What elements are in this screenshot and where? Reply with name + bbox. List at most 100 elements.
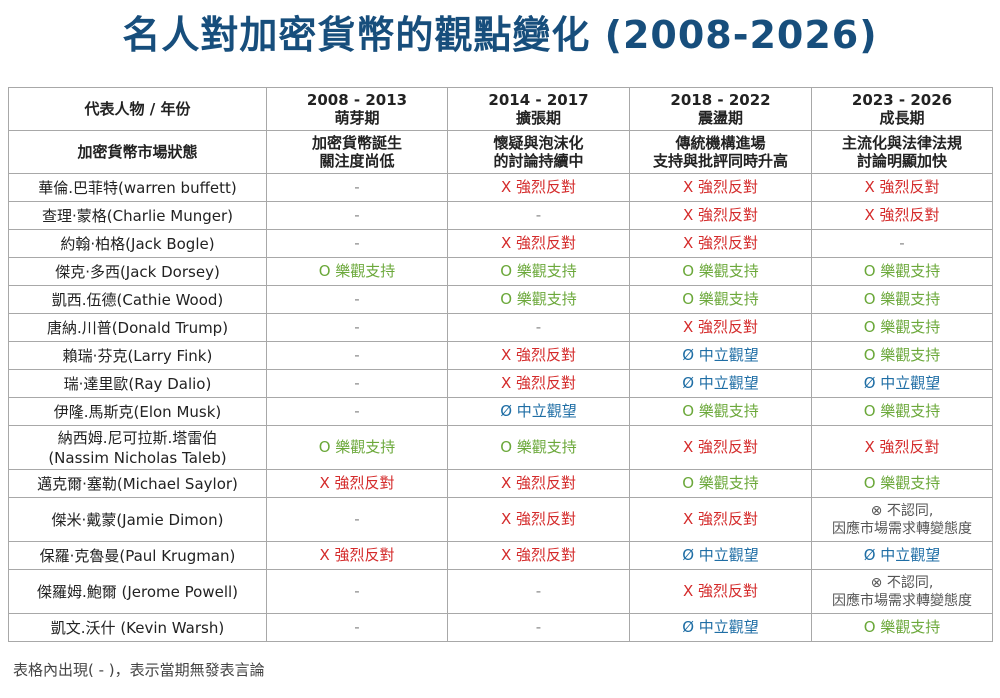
view-cell: - [447, 569, 630, 614]
view-neutral: Ø 中立觀望 [863, 374, 941, 392]
person-name-line: 查理·蒙格(Charlie Munger) [41, 206, 234, 225]
disagree-text: ⊗ 不認同, [870, 574, 934, 591]
view-cell: X 強烈反對 [447, 229, 630, 258]
table-row: 凱文.沃什 (Kevin Warsh) - - Ø 中立觀望 O 樂觀支持 [8, 613, 993, 642]
period-header: 2023 - 2026 成長期 [811, 87, 993, 131]
table-row: 傑克·多西(Jack Dorsey) O 樂觀支持 O 樂觀支持 O 樂觀支持 O 樂觀… [8, 257, 993, 286]
view-none: - [535, 206, 542, 224]
view-positive: O 樂觀支持 [863, 318, 941, 336]
view-negative: X 強烈反對 [500, 234, 577, 252]
view-positive: O 樂觀支持 [500, 262, 577, 280]
view-cell: X 強烈反對 [447, 341, 630, 370]
view-neutral: Ø 中立觀望 [863, 546, 941, 564]
market-status: 加密貨幣誕生 關注度尚低 [266, 130, 448, 174]
market-status-line: 主流化與法律法規 [841, 134, 962, 152]
person-name: 凱文.沃什 (Kevin Warsh) [8, 613, 267, 642]
view-cell: ⊗ 不認同, 因應市場需求轉變態度 [811, 497, 993, 542]
view-negative: X 強烈反對 [500, 474, 577, 492]
view-none: - [354, 234, 360, 252]
table-row: 傑米·戴蒙(Jamie Dimon) - X 強烈反對 X 強烈反對 ⊗ 不認同, 因應市… [8, 497, 993, 542]
period-stage: 擴張期 [515, 109, 561, 127]
view-cell: O 樂觀支持 [811, 613, 993, 642]
period-years: 2018 - 2022 [670, 91, 771, 109]
view-cell: X 強烈反對 [447, 497, 630, 542]
view-cell: - [447, 313, 630, 342]
view-none: - [354, 290, 360, 308]
view-none: - [535, 618, 542, 636]
table-row: 傑羅姆.鮑爾 (Jerome Powell) - - X 強烈反對 ⊗ 不認同, 因應市場… [8, 569, 993, 614]
person-name: 伊隆.馬斯克(Elon Musk) [8, 397, 267, 426]
market-status-line: 支持與批評同時升高 [652, 152, 788, 170]
table-row: 賴瑞·芬克(Larry Fink) - X 強烈反對 Ø 中立觀望 O 樂觀支持 [8, 341, 993, 370]
person-name-line: 賴瑞·芬克(Larry Fink) [62, 346, 213, 365]
table-row: 約翰·柏格(Jack Bogle) - X 強烈反對 X 強烈反對 - [8, 229, 993, 258]
table-row: 邁克爾·塞勒(Michael Saylor) X 強烈反對 X 強烈反對 O 樂觀支持… [8, 469, 993, 498]
view-cell: X 強烈反對 [629, 425, 812, 470]
person-name-line: (Nassim Nicholas Taleb) [48, 448, 227, 467]
view-cell: - [266, 313, 448, 342]
view-cell: O 樂觀支持 [266, 257, 448, 286]
person-name-line: 傑羅姆.鮑爾 (Jerome Powell) [36, 582, 239, 601]
person-name: 凱西.伍德(Cathie Wood) [8, 285, 267, 314]
market-status-line: 傳統機構進場 [675, 134, 766, 152]
person-name-line: 凱西.伍德(Cathie Wood) [51, 290, 224, 309]
view-positive: O 樂觀支持 [863, 402, 941, 420]
table-row: 納西姆.尼可拉斯.塔雷伯 (Nassim Nicholas Taleb) O 樂觀支… [8, 425, 993, 470]
view-none: - [354, 346, 360, 364]
view-cell: X 強烈反對 [629, 497, 812, 542]
view-cell: X 強烈反對 [266, 541, 448, 570]
view-cell: O 樂觀支持 [629, 257, 812, 286]
view-none: - [354, 374, 360, 392]
view-cell: X 強烈反對 [629, 229, 812, 258]
disagree-text: ⊗ 不認同, [870, 502, 934, 519]
view-cell: - [266, 285, 448, 314]
market-status-line: 懷疑與泡沫化 [493, 134, 584, 152]
view-positive: O 樂觀支持 [500, 438, 577, 456]
person-name-line: 瑞·達里歐(Ray Dalio) [63, 374, 212, 393]
view-cell: Ø 中立觀望 [629, 341, 812, 370]
view-negative: X 強烈反對 [319, 546, 395, 564]
table-row: 凱西.伍德(Cathie Wood) - O 樂觀支持 O 樂觀支持 O 樂觀支持 [8, 285, 993, 314]
table-row: 唐納.川普(Donald Trump) - - X 強烈反對 O 樂觀支持 [8, 313, 993, 342]
period-header: 2014 - 2017 擴張期 [447, 87, 630, 131]
view-cell: Ø 中立觀望 [811, 369, 993, 398]
view-negative: X 強烈反對 [682, 582, 759, 600]
person-name-line: 伊隆.馬斯克(Elon Musk) [53, 402, 222, 421]
period-years: 2014 - 2017 [488, 91, 589, 109]
view-positive: O 樂觀支持 [682, 290, 759, 308]
view-cell: X 強烈反對 [266, 469, 448, 498]
market-status-line: 加密貨幣誕生 [311, 134, 402, 152]
view-neutral: Ø 中立觀望 [500, 402, 577, 420]
view-negative: X 強烈反對 [864, 178, 940, 196]
view-positive: O 樂觀支持 [682, 262, 759, 280]
header-row-periods: 代表人物 / 年份 2008 - 2013 萌芽期 2014 - 2017 擴張期 … [8, 87, 993, 131]
view-cell: ⊗ 不認同, 因應市場需求轉變態度 [811, 569, 993, 614]
view-negative: X 強烈反對 [864, 438, 940, 456]
view-cell: O 樂觀支持 [629, 397, 812, 426]
period-stage: 萌芽期 [334, 109, 380, 127]
person-name-line: 唐納.川普(Donald Trump) [46, 318, 229, 337]
footnote: 表格內出現( - )，表示當期無發表言論 [13, 661, 265, 679]
view-negative: X 強烈反對 [682, 234, 759, 252]
disagree-text: 因應市場需求轉變態度 [832, 592, 972, 609]
person-name-line: 傑克·多西(Jack Dorsey) [55, 262, 220, 281]
view-positive: O 樂觀支持 [863, 290, 941, 308]
person-name: 傑米·戴蒙(Jamie Dimon) [8, 497, 267, 542]
view-cell: O 樂觀支持 [811, 341, 993, 370]
view-cell: X 強烈反對 [447, 541, 630, 570]
view-cell: O 樂觀支持 [447, 425, 630, 470]
person-name: 賴瑞·芬克(Larry Fink) [8, 341, 267, 370]
view-none: - [354, 178, 360, 196]
person-name-line: 保羅·克魯曼(Paul Krugman) [39, 546, 236, 565]
view-negative: X 強烈反對 [682, 510, 759, 528]
view-cell: - [266, 369, 448, 398]
market-status: 懷疑與泡沫化 的討論持續中 [447, 130, 630, 174]
view-neutral: Ø 中立觀望 [682, 374, 759, 392]
view-none: - [535, 582, 542, 600]
view-none: - [354, 618, 360, 636]
view-positive: O 樂觀支持 [863, 474, 941, 492]
view-cell: - [266, 569, 448, 614]
view-cell: O 樂觀支持 [629, 469, 812, 498]
view-cell: X 強烈反對 [811, 201, 993, 230]
view-cell: Ø 中立觀望 [629, 369, 812, 398]
